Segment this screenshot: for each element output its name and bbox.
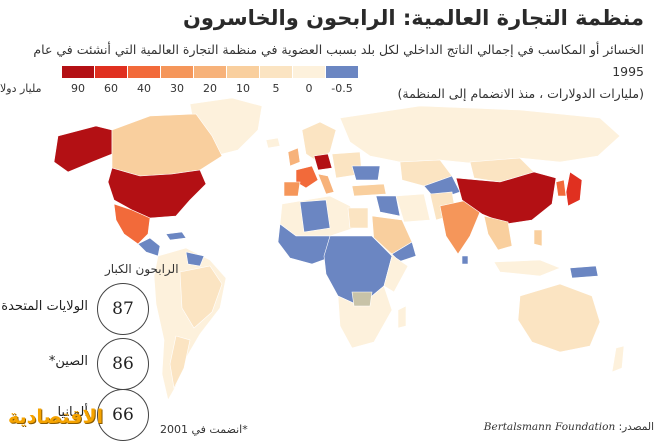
madagascar — [397, 305, 407, 329]
winner-country: الولايات المتحدة — [1, 299, 88, 314]
ukraine — [351, 165, 381, 181]
legend-label: 0 — [305, 82, 313, 95]
legend-swatch — [194, 66, 226, 78]
page-title: منظمة التجارة العالمية: الرابحون والخاسر… — [182, 6, 644, 30]
winner-country: الصين* — [48, 354, 88, 369]
subtitle: الخسائر أو المكاسب في إجمالي الناتج الدا… — [4, 39, 644, 105]
france — [295, 165, 319, 189]
iceland — [265, 137, 281, 149]
legend-label: -0.5 — [331, 82, 353, 95]
world-map — [53, 97, 625, 401]
legend-swatch — [260, 66, 292, 78]
philippines — [533, 229, 543, 247]
turkey — [351, 183, 387, 197]
argentina — [169, 335, 191, 389]
germany — [313, 153, 333, 171]
winner-value: 86 — [97, 338, 149, 390]
source-label: المصدر: — [618, 421, 654, 433]
legend-swatch — [161, 66, 193, 78]
legend-label: 20 — [203, 82, 217, 95]
brazil — [179, 265, 223, 329]
sri-lanka — [461, 255, 469, 265]
legend-label: 5 — [272, 82, 280, 95]
uk — [287, 147, 301, 167]
zambia — [351, 291, 373, 307]
indonesia — [493, 259, 561, 277]
china — [455, 171, 557, 225]
scandinavia — [301, 121, 337, 163]
mexico — [113, 203, 151, 245]
legend-label: 40 — [137, 82, 151, 95]
central-america — [137, 237, 161, 257]
legend-label: 60 — [104, 82, 118, 95]
legend-swatch — [293, 66, 325, 78]
alaska — [53, 125, 113, 173]
legend-label: 90 — [71, 82, 85, 95]
source: المصدر: Bertalsmann Foundation — [484, 421, 654, 433]
russia — [339, 105, 621, 165]
legend-swatch — [227, 66, 259, 78]
indochina — [483, 215, 513, 251]
egypt — [347, 207, 369, 229]
caribbean — [165, 231, 187, 241]
winner-value: 87 — [97, 283, 149, 335]
papua — [569, 265, 599, 279]
legend-swatch — [128, 66, 160, 78]
west-africa — [277, 223, 335, 265]
legend-unit: مليار دولا — [0, 82, 42, 95]
iran — [395, 193, 431, 223]
source-org: Bertalsmann Foundation — [483, 421, 616, 433]
east-africa — [371, 235, 409, 293]
iberia — [283, 181, 301, 197]
publisher-logo: الاقتصادية — [8, 406, 104, 428]
legend-swatch — [95, 66, 127, 78]
new-zealand — [611, 345, 625, 373]
venezuela — [185, 251, 205, 267]
winner-country: ألمانيا — [57, 405, 88, 420]
winners-title: الرابحون الكبار — [105, 262, 179, 276]
iraq-syria — [375, 195, 401, 217]
japan — [565, 171, 583, 207]
australia — [517, 283, 601, 353]
subtitle-line-1: الخسائر أو المكاسب في إجمالي الناتج الدا… — [33, 42, 644, 79]
legend-label: 10 — [236, 82, 250, 95]
legend-swatch — [326, 66, 358, 78]
winner-value: 66 — [97, 389, 149, 441]
legend-swatch — [62, 66, 94, 78]
usa — [107, 167, 207, 219]
italy — [317, 173, 335, 195]
subtitle-line-2: (مليارات الدولارات ، منذ الانضمام إلى ال… — [397, 86, 645, 101]
korea — [555, 179, 567, 197]
footnote: *انضمت في 2001 — [160, 423, 248, 436]
algeria — [299, 199, 331, 233]
legend-label: 30 — [170, 82, 184, 95]
